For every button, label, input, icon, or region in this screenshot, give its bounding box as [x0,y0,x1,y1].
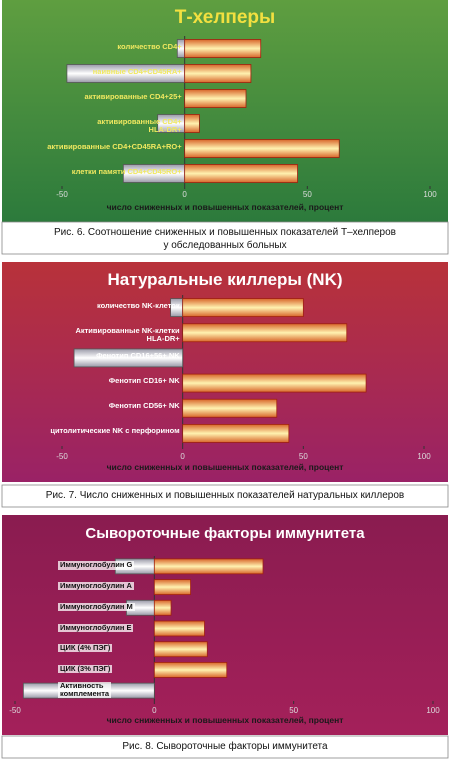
x-axis-label: число сниженных и повышенных показателей… [106,462,344,472]
category-label: Активированные NK-клетки HLA-DR+ [75,325,180,343]
x-tick-label: 50 [302,190,312,199]
caption: Рис. 6. Соотношение сниженных и повышенн… [54,227,396,251]
x-tick-label: 50 [289,706,299,715]
increased-bar [184,139,340,158]
caption: Рис. 7. Число сниженных и повышенных пок… [45,490,405,501]
category-label: ЦИК (3% ПЭГ) [58,663,113,674]
category-label: количество NK-клеток [96,300,180,310]
category-label: активированные CD4+ HLA-DR+ [97,116,182,134]
chart-title: Т-хелперы [174,7,276,28]
category-label: Фенотип CD16+56+ NK [96,350,180,360]
x-tick-label: 100 [423,190,437,199]
x-tick-label: -50 [56,190,68,199]
x-axis-label: число сниженных и повышенных показателей… [106,715,344,725]
category-label: ЦИК (4% ПЭГ) [58,643,113,653]
chart-title: Сывороточные факторы иммунитета [85,525,365,542]
category-label: клетки памяти CD4+CD45RO+ [71,166,182,176]
decreased-bar [73,348,184,368]
category-label: Активность комплемента [58,680,112,699]
category-label: Фенотип CD16+ NK [108,376,180,386]
x-tick-label: 0 [182,190,187,199]
increased-bar [153,620,205,637]
x-tick-label: -50 [56,452,68,461]
category-label: Иммуноглобулин G [58,560,135,570]
panel-background [2,0,448,222]
increased-bar [182,323,348,343]
panel-background [2,262,448,482]
category-label: активированные CD4+25+ [84,91,182,101]
category-label: активированные CD4+CD45RA+RO+ [47,141,182,151]
increased-bar [153,662,228,678]
caption-frame [1,735,449,759]
caption: Рис. 8. Сывороточные факторы иммунитета [122,741,328,752]
increased-bar [184,114,200,133]
category-label: цитолитические NK с перфорином [50,426,180,436]
increased-bar [184,89,247,108]
category-label: количество CD4+ [117,41,182,51]
increased-bar [184,164,298,183]
increased-bar [184,64,252,83]
increased-bar [182,373,367,393]
category-label: Иммуноглобулин А [58,581,134,591]
increased-bar [182,398,278,418]
increased-bar [182,298,304,317]
category-label: Фенотип CD56+ NK [108,401,180,411]
increased-bar [153,599,172,616]
x-tick-label: 100 [426,706,440,715]
chart-title: Натуральные киллеры (NK) [107,270,343,289]
x-tick-label: 0 [180,452,185,461]
increased-bar [153,641,208,658]
x-tick-label: 50 [298,452,308,461]
x-tick-label: 0 [152,706,157,715]
increased-bar [153,579,191,595]
increased-bar [182,424,290,443]
caption-frame [1,484,449,508]
increased-bar [153,558,264,575]
category-label: наивные CD4+CD45RA+ [92,66,182,76]
increased-bar [184,39,262,58]
x-axis-label: число сниженных и повышенных показателей… [106,202,344,212]
caption-frame [1,221,449,255]
category-label: Иммуноглобулин Е [58,622,134,632]
x-tick-label: 100 [417,452,431,461]
category-label: Иммуноглобулин М [58,601,135,612]
x-tick-label: -50 [9,706,21,715]
